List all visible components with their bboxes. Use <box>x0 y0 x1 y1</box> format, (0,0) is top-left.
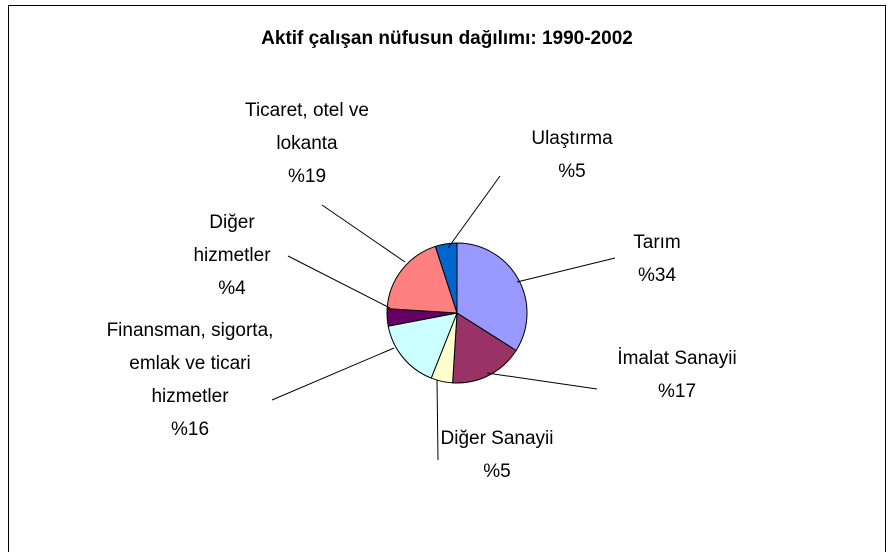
leader-line <box>321 204 406 263</box>
slice-label: Tarım %34 <box>597 226 717 292</box>
leader-line <box>271 347 395 401</box>
slice-label: Finansman, sigorta, emlak ve ticari hizm… <box>105 314 275 446</box>
value-label: %16 <box>170 419 210 440</box>
value-label: %17 <box>657 381 697 402</box>
leader-line <box>436 379 439 461</box>
value-label: %19 <box>287 166 327 187</box>
slice-label: Diğer Sanayii %5 <box>422 422 572 488</box>
category-label: Ulaştırma <box>531 128 613 149</box>
value-label: %5 <box>558 161 586 182</box>
slice-label: Diğer hizmetler %4 <box>177 206 287 305</box>
leader-line <box>287 255 391 309</box>
leader-lines <box>271 175 616 461</box>
value-label: %5 <box>483 461 511 482</box>
slice-label: Ticaret, otel ve lokanta %19 <box>212 94 402 193</box>
category-label: Tarım <box>633 232 681 253</box>
pie-slice <box>387 312 458 379</box>
leader-line <box>447 175 501 249</box>
category-label: İmalat Sanayii <box>617 348 737 369</box>
pie-slice <box>434 242 458 314</box>
pie-slice <box>452 312 517 384</box>
slice-label: Ulaştırma %5 <box>507 122 637 188</box>
leader-line <box>516 257 616 283</box>
value-label: %34 <box>637 265 677 286</box>
category-label: Ticaret, otel ve lokanta <box>245 100 369 154</box>
leader-line <box>486 372 598 390</box>
pie-slice <box>386 245 458 314</box>
category-label: Finansman, sigorta, emlak ve ticari hizm… <box>106 320 274 407</box>
category-label: Diğer hizmetler <box>193 212 271 266</box>
slice-label: İmalat Sanayii %17 <box>592 342 762 408</box>
value-label: %4 <box>218 278 246 299</box>
chart-title: Aktif çalışan nüfusun dağılımı: 1990-200… <box>261 28 633 49</box>
category-label: Diğer Sanayii <box>440 428 554 449</box>
